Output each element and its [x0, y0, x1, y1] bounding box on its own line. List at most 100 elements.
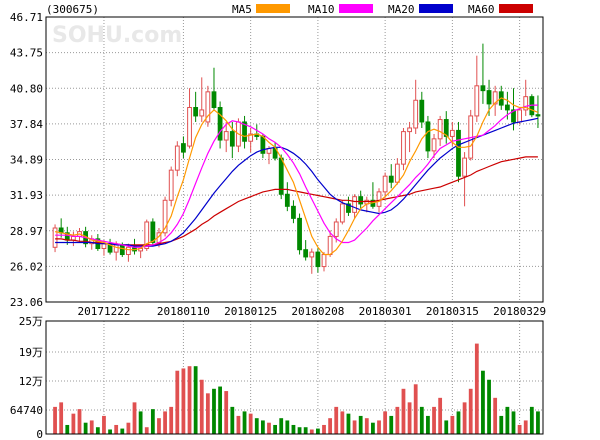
volume-bar	[438, 397, 443, 434]
x-tick-label: 20180110	[157, 305, 210, 318]
volume-bar	[371, 422, 375, 434]
candle	[291, 200, 296, 224]
candle	[77, 228, 82, 243]
candle-body	[284, 193, 290, 207]
volume-bar	[468, 388, 473, 434]
candle-body	[174, 145, 180, 171]
volume-bar	[297, 427, 302, 434]
candle	[236, 118, 241, 153]
watermark: SOHU.com	[52, 23, 182, 48]
x-tick-label: 20180301	[359, 305, 412, 318]
volume-bars	[53, 343, 540, 434]
candle-body	[511, 109, 516, 123]
candle	[413, 79, 419, 135]
candle	[229, 121, 235, 159]
candle	[480, 43, 486, 104]
price-y-ticks: 46.71 43.75 40.80 37.84 34.89 31.93 28.97 26.02…	[10, 11, 43, 309]
volume-bar	[523, 420, 528, 434]
candles	[52, 43, 541, 274]
candle	[70, 231, 76, 247]
candle-body	[401, 131, 406, 165]
candle-body	[382, 175, 388, 193]
candle	[107, 238, 113, 255]
candle-body	[217, 107, 223, 141]
volume-bar	[517, 424, 522, 434]
candle	[52, 224, 58, 253]
candle-body	[413, 99, 419, 129]
volume-y-tick: 12万	[19, 375, 43, 388]
volume-bar	[481, 370, 485, 434]
candle-body	[327, 235, 333, 256]
volume-bar	[163, 411, 167, 434]
volume-bar	[450, 415, 455, 434]
volume-bar	[291, 424, 296, 434]
volume-bar	[309, 429, 314, 434]
x-tick-label: 20180208	[291, 305, 344, 318]
candle	[223, 121, 229, 153]
legend-label-ma5: MA5	[232, 3, 252, 16]
price-panel-frame	[45, 16, 544, 303]
candle-body	[211, 91, 217, 109]
candle	[358, 190, 364, 209]
volume-bar	[346, 413, 351, 434]
volume-bar	[65, 424, 70, 434]
candle	[382, 172, 388, 197]
candle-body	[101, 243, 107, 249]
volume-bar	[267, 422, 271, 434]
candle-body	[150, 221, 156, 243]
candle-body	[309, 251, 315, 258]
ma20-line	[55, 117, 539, 247]
volume-bar	[279, 418, 284, 434]
volume-bar	[71, 413, 76, 434]
candle	[242, 115, 247, 149]
candle-body	[388, 175, 394, 183]
candle-body	[462, 157, 467, 177]
candle	[205, 85, 211, 127]
candle-body	[443, 119, 449, 137]
candle	[162, 196, 168, 237]
candle-body	[126, 246, 131, 256]
candle	[425, 115, 431, 159]
volume-bar	[462, 402, 467, 434]
candle	[474, 55, 480, 122]
legend-label-ma20: MA20	[388, 3, 415, 16]
volume-y-tick: 25万	[19, 315, 43, 328]
price-y-tick: 46.71	[10, 11, 43, 24]
volume-bar	[53, 406, 57, 434]
candle	[431, 134, 437, 159]
candle	[193, 91, 199, 122]
candle-body	[162, 199, 168, 234]
candle	[272, 142, 278, 161]
volume-bar	[395, 406, 400, 434]
candle	[303, 240, 309, 261]
candle	[211, 67, 217, 110]
ma-lines	[54, 97, 539, 256]
volume-bar	[248, 413, 253, 434]
candle	[248, 127, 254, 153]
volume-bar	[315, 428, 320, 434]
volume-bar	[303, 427, 308, 434]
candle	[352, 194, 357, 219]
volume-bar	[432, 406, 436, 434]
candle	[297, 213, 302, 255]
candle-body	[181, 143, 186, 153]
candle-body	[144, 221, 150, 249]
candle-body	[523, 96, 529, 111]
volume-bar	[95, 427, 100, 434]
candle-body	[425, 121, 431, 152]
candle	[339, 200, 345, 225]
volume-y-tick: 0	[36, 428, 43, 440]
volume-bar	[407, 402, 412, 434]
candle	[284, 182, 290, 212]
volume-bar	[364, 418, 369, 434]
volume-bar	[157, 418, 161, 434]
price-y-tick: 34.89	[10, 154, 43, 167]
candle-body	[504, 104, 510, 111]
volume-bar	[254, 418, 259, 434]
candle-body	[449, 129, 455, 137]
volume-bar	[322, 424, 326, 434]
candle	[315, 248, 321, 273]
legend-label-ma60: MA60	[468, 3, 495, 16]
candle-body	[303, 249, 309, 258]
